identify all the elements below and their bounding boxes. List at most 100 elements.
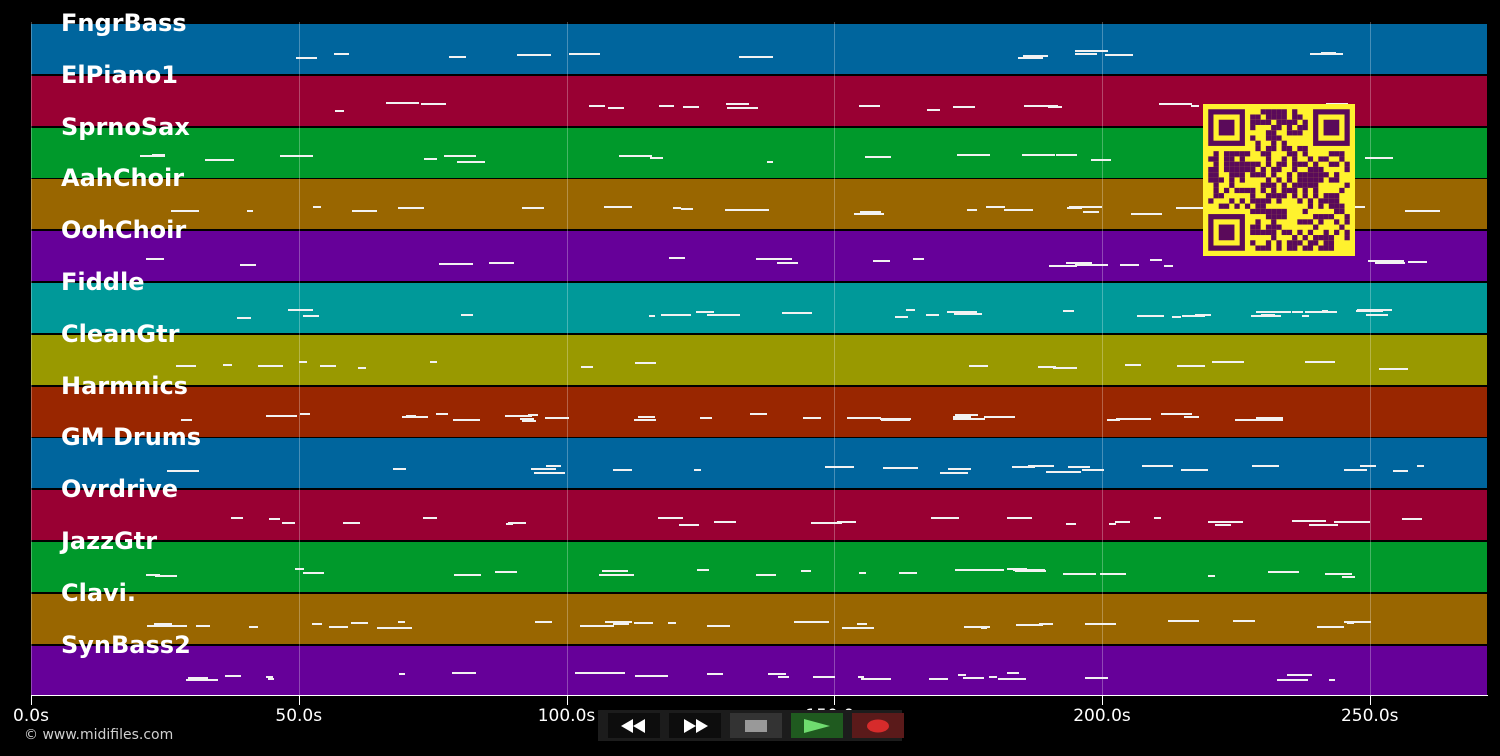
play-button[interactable] [791, 713, 843, 738]
midi-note [1183, 416, 1200, 419]
track-label: OohChoir [61, 216, 187, 245]
midi-note [420, 102, 446, 105]
midi-note [1181, 469, 1208, 472]
midi-note [649, 156, 664, 159]
midi-note [1164, 264, 1174, 267]
axis-tick [834, 695, 836, 705]
axis-tick [31, 695, 32, 705]
midi-note [279, 154, 314, 157]
midi-note [713, 521, 737, 524]
midi-note [351, 209, 378, 212]
midi-note [281, 521, 295, 524]
track-lane[interactable] [31, 24, 1487, 74]
midi-note [926, 313, 939, 316]
midi-note [386, 102, 420, 105]
track-label: CleanGtr [61, 319, 180, 348]
midi-note [1404, 210, 1441, 213]
midi-note [954, 569, 974, 572]
midi-note [930, 516, 960, 519]
midi-note [1004, 208, 1034, 211]
midi-note [657, 516, 683, 519]
midi-note [1310, 52, 1344, 55]
grid-line [298, 22, 300, 696]
midi-note [579, 625, 615, 628]
track-lane[interactable] [31, 645, 1487, 696]
midi-note [397, 207, 425, 210]
record-button[interactable] [852, 713, 904, 738]
midi-note [1357, 309, 1392, 312]
midi-note [249, 625, 259, 628]
midi-note [1109, 522, 1116, 525]
midi-note [299, 360, 307, 363]
midi-note [873, 260, 890, 263]
midi-note [912, 257, 924, 260]
midi-note [266, 414, 298, 417]
midi-note [1011, 466, 1035, 469]
midi-note [813, 676, 835, 679]
midi-note [151, 154, 165, 157]
midi-note [857, 675, 864, 678]
midi-note [985, 206, 1005, 208]
midi-note [176, 365, 197, 368]
midi-note [1017, 56, 1043, 59]
midi-note [693, 468, 702, 471]
midi-note [544, 417, 569, 420]
axis-tick [1369, 695, 1371, 705]
midi-note [1045, 471, 1082, 474]
midi-note [1378, 368, 1408, 371]
midi-note [1115, 521, 1131, 524]
midi-note [1065, 262, 1092, 265]
midi-note [1007, 671, 1020, 674]
midi-note [1287, 673, 1313, 676]
rewind-button[interactable] [608, 713, 660, 738]
midi-note [1082, 469, 1104, 472]
track-lane[interactable] [31, 490, 1487, 541]
midi-note [1214, 524, 1232, 527]
track-label: FngrBass [61, 9, 187, 37]
midi-note [633, 622, 653, 624]
midi-note [377, 626, 413, 629]
midi-note [927, 109, 941, 112]
midi-note [1141, 465, 1173, 468]
midi-note [343, 521, 360, 524]
midi-note [883, 466, 919, 469]
midi-note [618, 154, 652, 157]
track-lane[interactable] [31, 386, 1487, 437]
midi-note [488, 261, 514, 264]
midi-note [329, 626, 348, 629]
midi-note [404, 416, 428, 419]
axis-tick [566, 695, 568, 705]
midi-note [1075, 52, 1098, 55]
midi-note [858, 572, 866, 575]
midi-note [681, 207, 694, 210]
stop-icon [745, 719, 767, 732]
midi-note [1408, 261, 1428, 264]
playback-controls [598, 710, 904, 741]
midi-note [707, 624, 731, 627]
midi-note [1328, 678, 1336, 681]
midi-note [267, 677, 275, 680]
stop-button[interactable] [730, 713, 782, 738]
midi-note [1292, 519, 1327, 522]
midi-note [312, 206, 322, 209]
midi-note [682, 106, 699, 109]
track-lane[interactable] [31, 283, 1487, 333]
midi-note [768, 672, 786, 675]
fast-forward-button[interactable] [669, 713, 721, 738]
track-lane[interactable] [31, 334, 1487, 385]
play-icon [804, 718, 830, 733]
midi-note [1252, 465, 1279, 468]
track-lane[interactable] [31, 593, 1487, 644]
track-lane[interactable] [31, 438, 1487, 489]
midi-note [724, 208, 761, 211]
midi-note [533, 471, 566, 474]
midi-note [707, 313, 740, 316]
midi-note [581, 365, 594, 368]
track-lane[interactable] [31, 542, 1487, 592]
track-label: SynBass2 [61, 630, 191, 659]
midi-note [607, 107, 625, 110]
midi-note [239, 264, 257, 267]
midi-note [1068, 205, 1102, 208]
midi-note [531, 467, 556, 470]
